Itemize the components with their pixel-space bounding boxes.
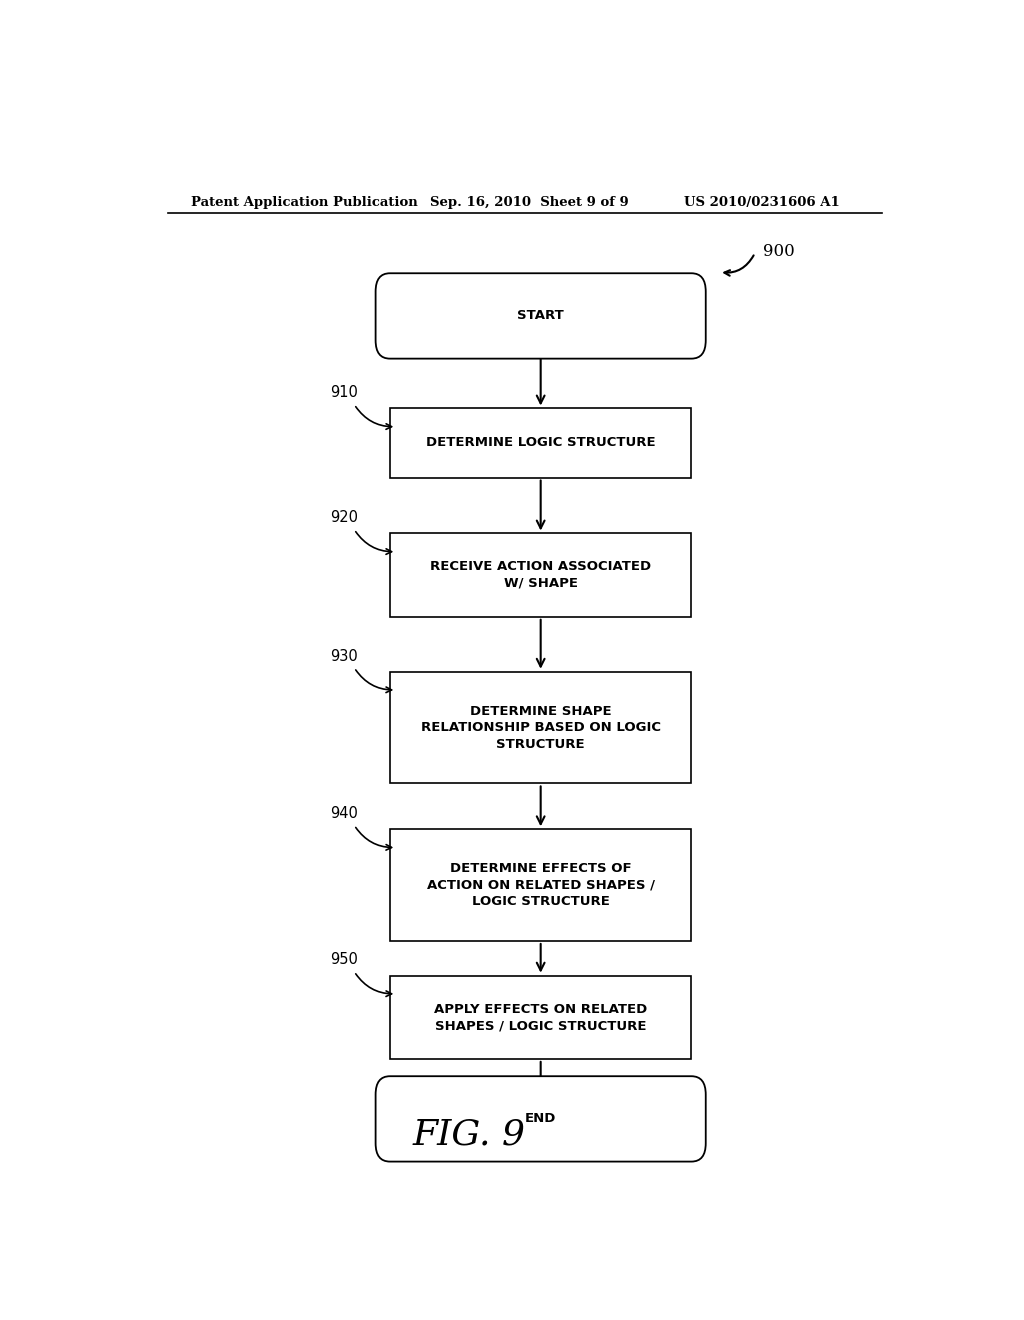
Text: END: END <box>525 1113 556 1126</box>
Text: DETERMINE LOGIC STRUCTURE: DETERMINE LOGIC STRUCTURE <box>426 437 655 450</box>
Text: FIG. 9: FIG. 9 <box>413 1117 525 1151</box>
Text: Patent Application Publication: Patent Application Publication <box>191 195 418 209</box>
Bar <box>390 672 691 784</box>
Text: 920: 920 <box>331 511 358 525</box>
Bar <box>390 829 691 941</box>
Bar <box>390 408 691 478</box>
Text: 940: 940 <box>331 807 358 821</box>
Text: DETERMINE EFFECTS OF
ACTION ON RELATED SHAPES /
LOGIC STRUCTURE: DETERMINE EFFECTS OF ACTION ON RELATED S… <box>427 862 654 908</box>
FancyBboxPatch shape <box>376 273 706 359</box>
Text: 910: 910 <box>331 385 358 400</box>
Text: Sep. 16, 2010  Sheet 9 of 9: Sep. 16, 2010 Sheet 9 of 9 <box>430 195 629 209</box>
Text: 950: 950 <box>331 953 358 968</box>
FancyBboxPatch shape <box>376 1076 706 1162</box>
Bar <box>390 533 691 616</box>
Text: 900: 900 <box>763 243 795 260</box>
Text: US 2010/0231606 A1: US 2010/0231606 A1 <box>684 195 840 209</box>
Text: DETERMINE SHAPE
RELATIONSHIP BASED ON LOGIC
STRUCTURE: DETERMINE SHAPE RELATIONSHIP BASED ON LO… <box>421 705 660 751</box>
Bar <box>390 975 691 1059</box>
Text: START: START <box>517 309 564 322</box>
Text: APPLY EFFECTS ON RELATED
SHAPES / LOGIC STRUCTURE: APPLY EFFECTS ON RELATED SHAPES / LOGIC … <box>434 1002 647 1032</box>
Text: 930: 930 <box>331 648 358 664</box>
Text: RECEIVE ACTION ASSOCIATED
W/ SHAPE: RECEIVE ACTION ASSOCIATED W/ SHAPE <box>430 561 651 590</box>
